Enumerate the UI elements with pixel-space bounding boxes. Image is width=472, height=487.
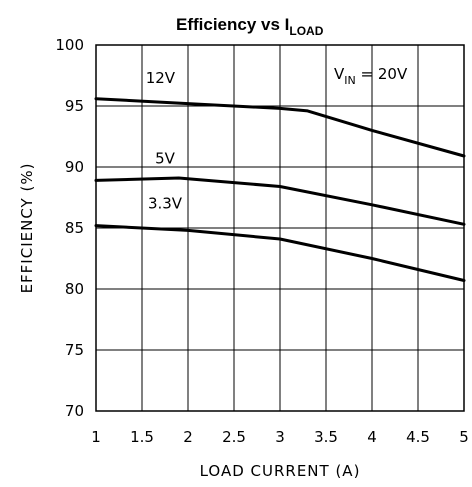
series-label: 3.3V: [148, 194, 183, 212]
x-tick-label: 2: [183, 428, 193, 446]
series-line: [94, 97, 466, 158]
y-tick-label: 90: [65, 158, 84, 176]
x-axis-label: LOAD CURRENT (A): [200, 462, 361, 480]
y-tick-labels: 70 75 80 85 90 95 100: [55, 36, 84, 420]
x-tick-label: 3: [275, 428, 285, 446]
x-tick-label: 4.5: [406, 428, 430, 446]
series-label: 12V: [146, 69, 176, 87]
y-tick-label: 95: [65, 97, 84, 115]
y-tick-label: 80: [65, 280, 84, 298]
series-label: 5V: [155, 149, 176, 167]
x-tick-label: 3.5: [314, 428, 338, 446]
y-tick-label: 100: [55, 36, 84, 54]
series-line: [94, 176, 466, 226]
series-labels: 12V 5V 3.3V: [146, 69, 183, 213]
x-tick-labels: 1 1.5 2 2.5 3 3.5 4 4.5 5: [91, 428, 469, 446]
x-tick-label: 4: [367, 428, 377, 446]
y-tick-label: 85: [65, 219, 84, 237]
series-lines: [94, 97, 466, 282]
x-tick-label: 1: [91, 428, 101, 446]
grid-lines: [95, 44, 465, 412]
plot-frame: [95, 44, 465, 412]
y-tick-label: 75: [65, 341, 84, 359]
chart-title: Efficiency vs ILOAD: [176, 15, 324, 38]
x-tick-label: 2.5: [222, 428, 246, 446]
y-tick-label: 70: [65, 402, 84, 420]
x-tick-label: 5: [459, 428, 469, 446]
vin-annotation: VIN = 20V: [334, 65, 408, 87]
series-line: [94, 224, 466, 282]
y-axis-label: EFFICIENCY (%): [18, 163, 36, 294]
x-tick-label: 1.5: [130, 428, 154, 446]
